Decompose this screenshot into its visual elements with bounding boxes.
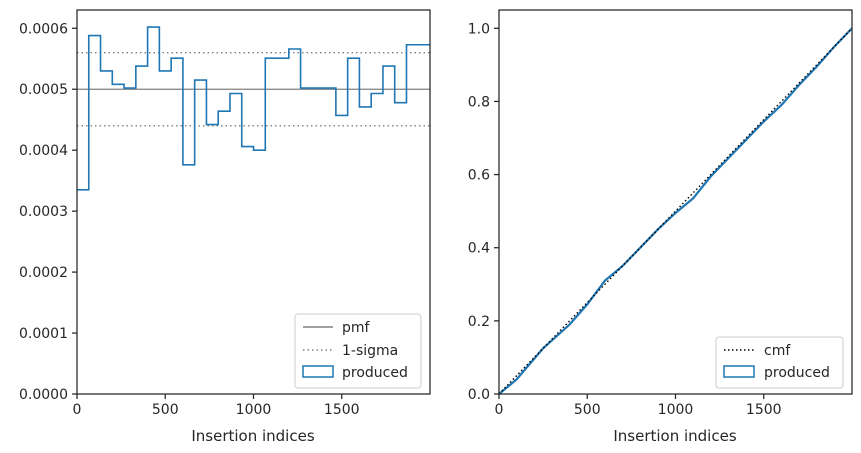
pmf-chart-marks bbox=[77, 26, 431, 191]
cmf-x-tick-label: 1000 bbox=[658, 402, 694, 418]
cmf-legend-frame bbox=[715, 336, 844, 389]
cmf-axes: 0 500 1000 1500 0.0 0.2 0.4 0.6 0.8 1.0 bbox=[468, 9, 853, 418]
cmf-y-tick-label: 0.2 bbox=[468, 314, 490, 330]
produced-cumulative-line bbox=[498, 27, 853, 395]
cmf-x-axis-label: Insertion indices bbox=[613, 427, 736, 445]
pmf-panel: 0 500 1000 1500 0.0000 0.0001 0.0002 0.0003 0.00… bbox=[19, 9, 431, 445]
pmf-x-axis-label: Insertion indices bbox=[191, 427, 314, 445]
pmf-legend: pmf 1-sigma produced bbox=[294, 313, 422, 389]
pmf-y-tick-label: 0.0003 bbox=[19, 204, 68, 220]
legend-1-sigma-label: 1-sigma bbox=[342, 343, 398, 359]
pmf-y-tick-label: 0.0002 bbox=[19, 265, 68, 281]
cmf-x-tick-label: 0 bbox=[495, 402, 504, 418]
pmf-y-tick-label: 0.0000 bbox=[19, 387, 68, 403]
legend-cmf-label: cmf bbox=[764, 343, 791, 359]
pmf-x-tick-label: 1500 bbox=[324, 402, 360, 418]
pmf-x-tick-label: 1000 bbox=[236, 402, 272, 418]
legend-cmf-produced-swatch bbox=[723, 365, 755, 378]
pmf-legend-frame bbox=[294, 313, 422, 389]
cmf-y-tick-label: 0.0 bbox=[468, 387, 490, 403]
legend-pmf-label: pmf bbox=[342, 320, 371, 336]
cmf-panel: 0 500 1000 1500 0.0 0.2 0.4 0.6 0.8 1.0 Insertion… bbox=[468, 9, 853, 445]
cmf-reference-line bbox=[498, 27, 853, 395]
cmf-x-tick-label: 1500 bbox=[746, 402, 782, 418]
cmf-chart-marks bbox=[498, 27, 853, 395]
pmf-y-tick-label: 0.0004 bbox=[19, 143, 68, 159]
cmf-x-tick-label: 500 bbox=[574, 402, 601, 418]
cmf-plot-background bbox=[499, 10, 852, 394]
legend-produced-swatch bbox=[302, 365, 334, 378]
cmf-plot-area bbox=[499, 10, 852, 394]
cmf-legend: cmf produced bbox=[715, 336, 844, 389]
cmf-y-tick-label: 0.4 bbox=[468, 241, 490, 257]
legend-produced-label: produced bbox=[342, 365, 408, 381]
pmf-y-tick-label: 0.0006 bbox=[19, 21, 68, 37]
pmf-y-tick-label: 0.0001 bbox=[19, 326, 68, 342]
cmf-y-tick-label: 0.6 bbox=[468, 168, 490, 184]
pmf-x-tick-label: 500 bbox=[152, 402, 179, 418]
cmf-y-tick-label: 1.0 bbox=[468, 21, 490, 37]
pmf-x-tick-label: 0 bbox=[73, 402, 82, 418]
legend-cmf-produced-label: produced bbox=[764, 365, 830, 381]
pmf-y-tick-label: 0.0005 bbox=[19, 82, 68, 98]
cmf-y-tick-label: 0.8 bbox=[468, 94, 490, 110]
pmf-axes: 0 500 1000 1500 0.0000 0.0001 0.0002 0.0003 0.00… bbox=[19, 9, 431, 418]
produced-histogram-step bbox=[77, 26, 431, 191]
